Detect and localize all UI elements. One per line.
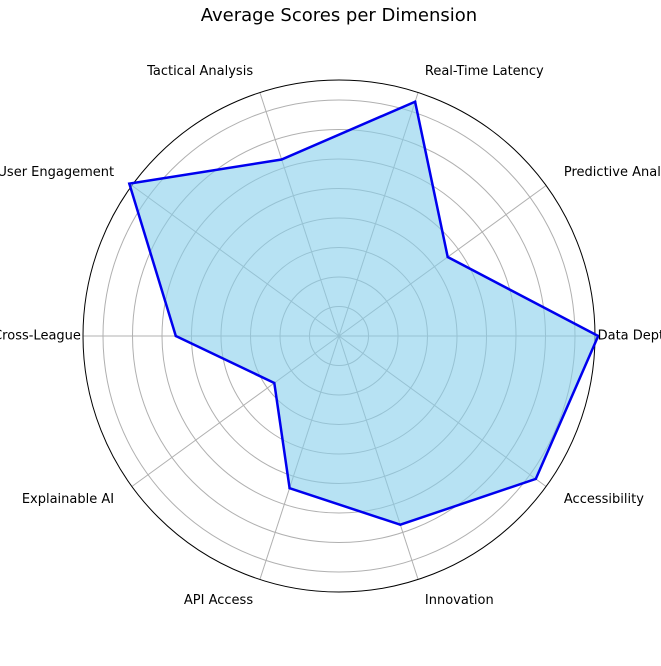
category-labels: Data Depth Predictive Analytics Real-Time … (0, 64, 661, 608)
data-point-6 (174, 334, 177, 338)
data-point-5 (128, 182, 131, 185)
category-label-2: Predictive Analytics (564, 165, 661, 180)
data-point-3 (413, 100, 417, 103)
category-label-7: Explainable AI (22, 492, 114, 507)
data-point-10 (534, 477, 537, 481)
category-label-6: Cross-League (0, 329, 81, 344)
data-point-9 (399, 523, 402, 526)
data-point-1 (597, 334, 600, 338)
category-label-4: Tactical Analysis (146, 64, 253, 79)
category-label-3: Real-Time Latency (425, 64, 544, 79)
category-label-10: Accessibility (564, 492, 644, 507)
data-point-2 (446, 255, 449, 259)
category-label-8: API Access (184, 593, 253, 608)
data-point-7 (273, 381, 276, 385)
category-label-9: Innovation (425, 593, 494, 608)
category-label-5: User Engagement (0, 165, 114, 180)
series (127, 99, 600, 527)
series-fill (129, 101, 599, 525)
data-point-4 (280, 158, 283, 161)
category-label-1: Data Depth (598, 329, 661, 344)
chart-title: Average Scores per Dimension (201, 5, 477, 26)
data-point-8 (288, 486, 291, 490)
